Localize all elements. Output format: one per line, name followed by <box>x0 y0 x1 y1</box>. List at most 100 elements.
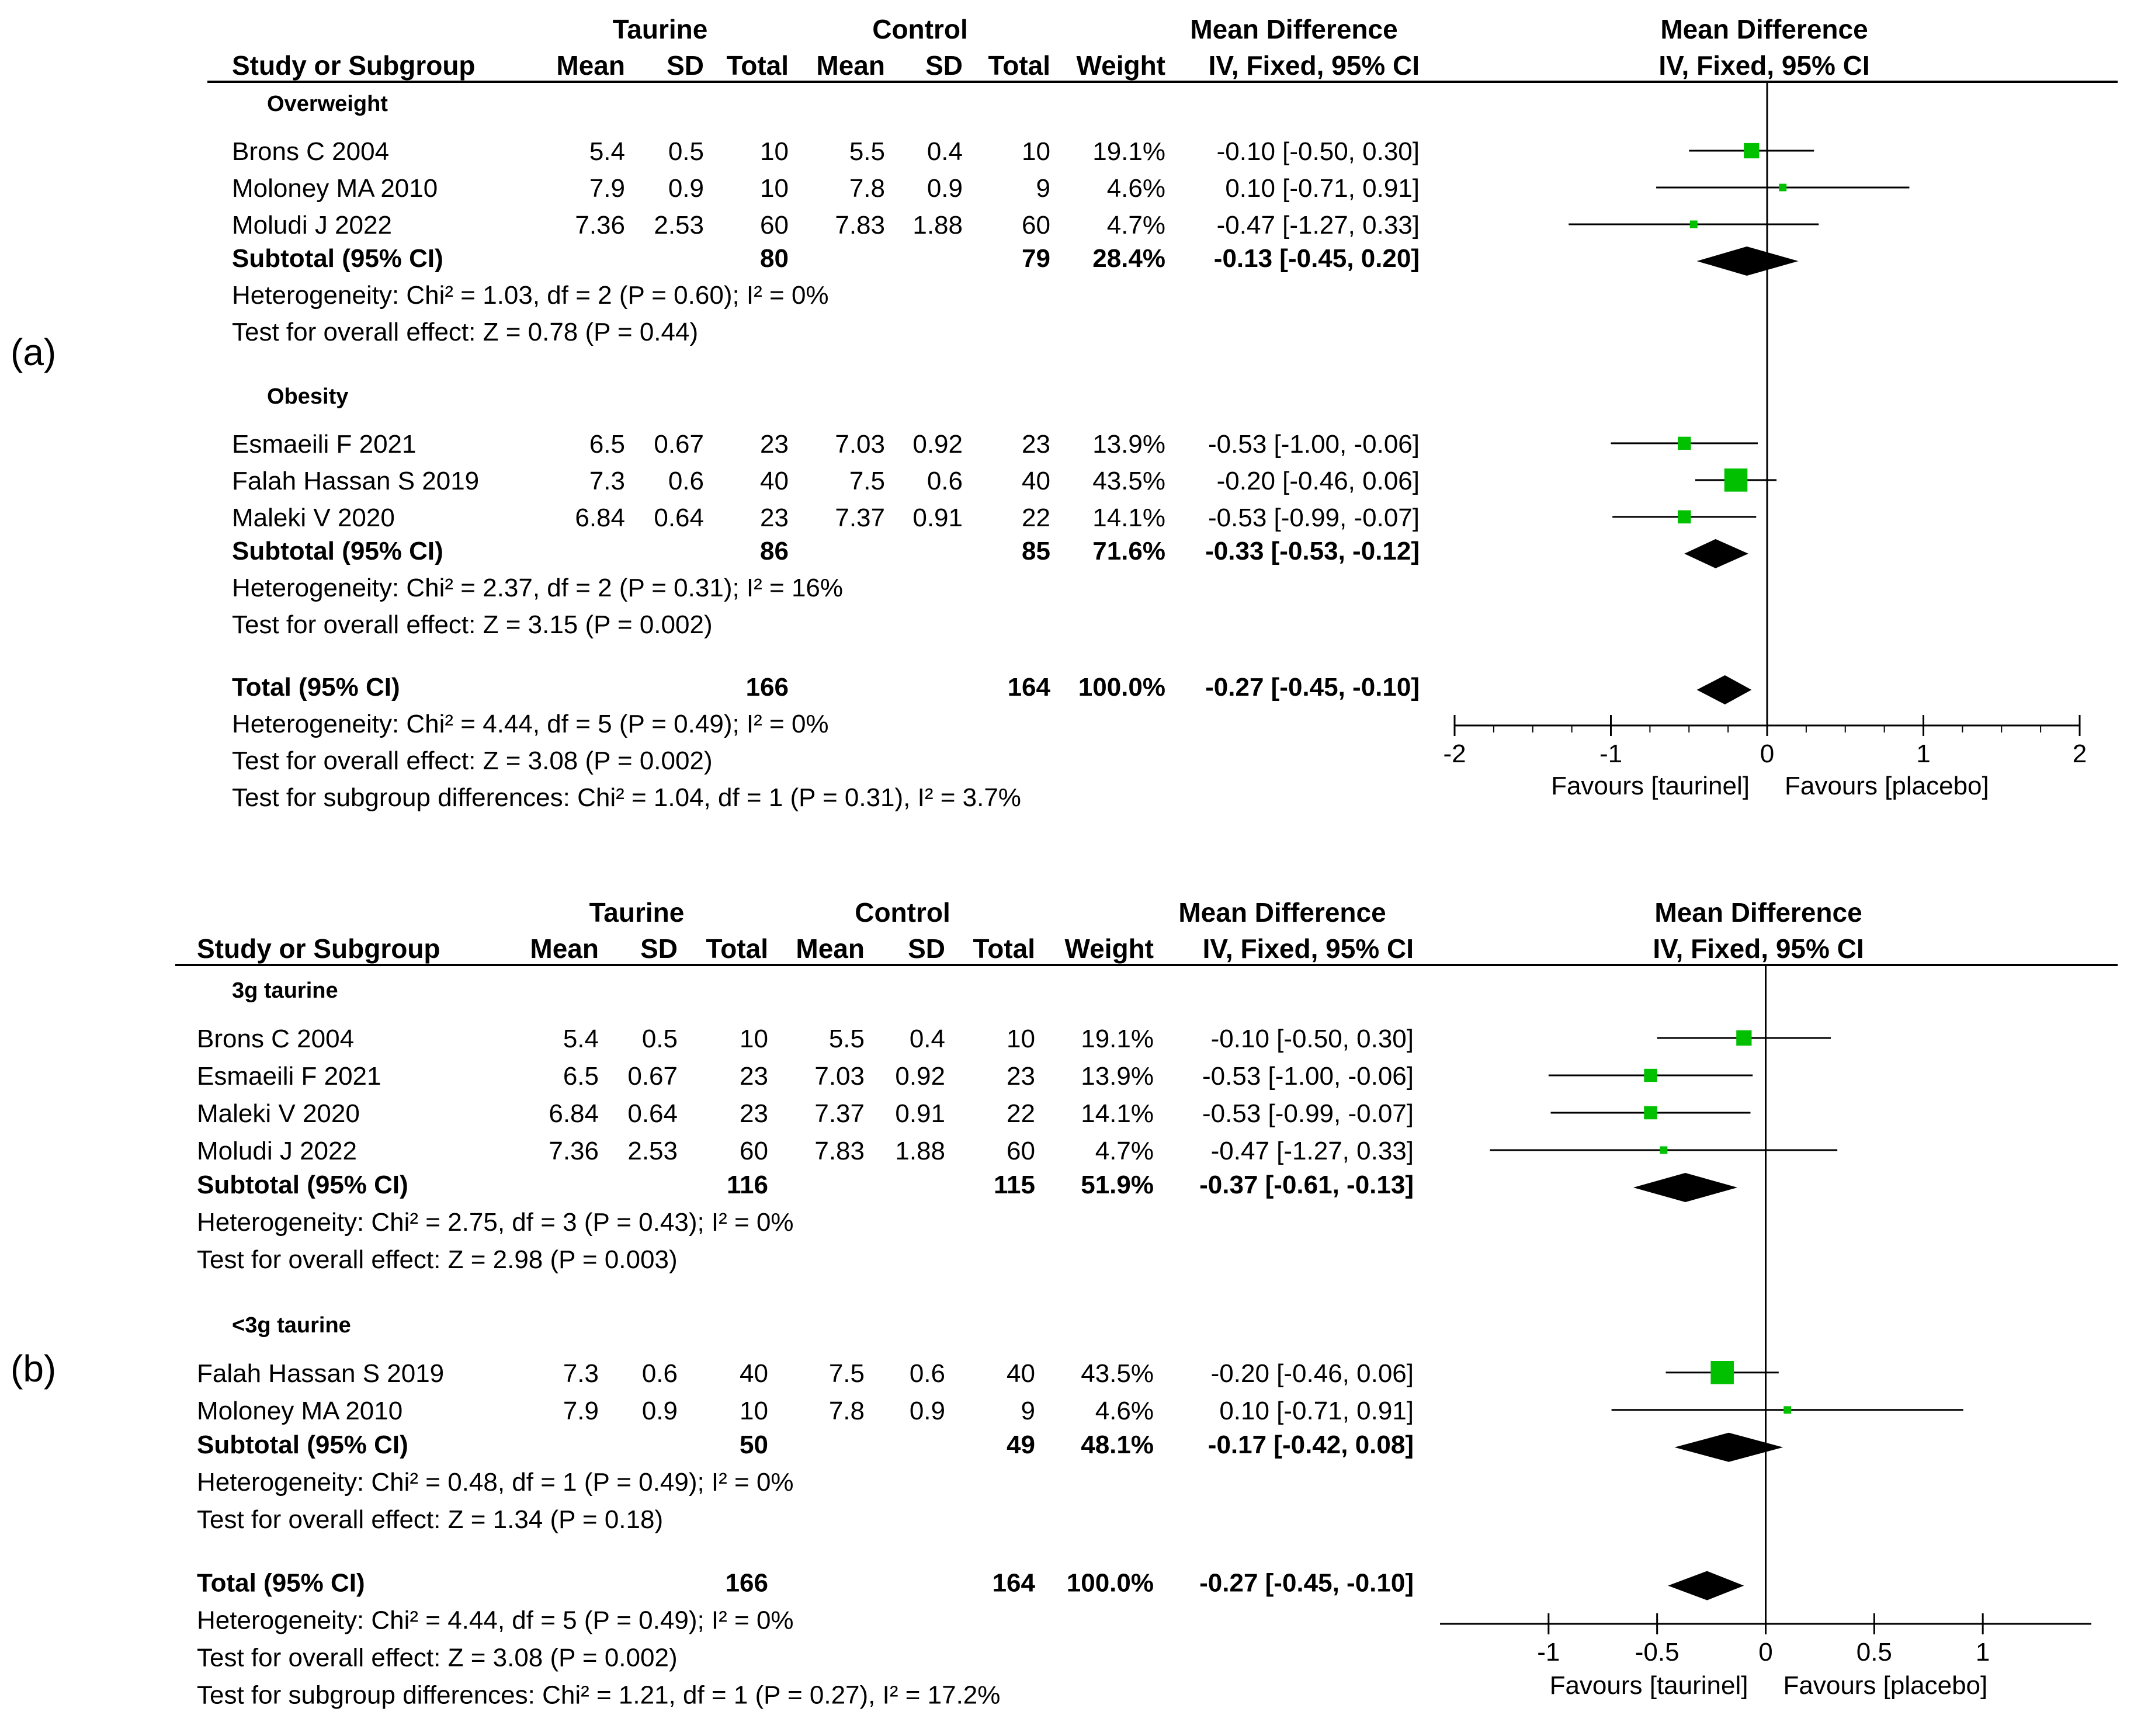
study-ctl-sd: 0.9 <box>927 174 963 203</box>
study-exp-total: 60 <box>740 1137 768 1165</box>
header-mean-difference: Mean Difference <box>1178 897 1386 928</box>
study-exp-mean: 7.3 <box>563 1359 599 1388</box>
study-ctl-sd: 1.88 <box>912 211 963 239</box>
column-header-ctl-sd: SD <box>925 50 963 81</box>
study-name: Brons C 2004 <box>232 137 389 166</box>
footer-statistic: Test for overall effect: Z = 3.08 (P = 0… <box>197 1644 678 1672</box>
x-tick-label: -1 <box>1599 739 1622 768</box>
study-weight: 13.9% <box>1092 430 1165 459</box>
study-name: Esmaeili F 2021 <box>197 1062 381 1091</box>
study-exp-mean: 5.4 <box>563 1025 599 1053</box>
study-exp-sd: 0.9 <box>642 1397 678 1425</box>
footer-statistic: Test for subgroup differences: Chi² = 1.… <box>232 783 1021 812</box>
study-name: Maleki V 2020 <box>232 504 395 532</box>
subtotal-ci: -0.17 [-0.42, 0.08] <box>1208 1431 1414 1459</box>
study-name: Maleki V 2020 <box>197 1099 360 1128</box>
pooled-diamond <box>1668 1571 1744 1600</box>
study-ci: -0.53 [-0.99, -0.07] <box>1202 1099 1414 1128</box>
pooled-diamond <box>1684 539 1748 568</box>
footer-statistic: Heterogeneity: Chi² = 4.44, df = 5 (P = … <box>197 1606 794 1635</box>
study-weight: 43.5% <box>1092 467 1165 495</box>
study-ctl-mean: 5.5 <box>829 1025 865 1053</box>
study-ci: -0.47 [-1.27, 0.33] <box>1217 211 1420 239</box>
column-header-exp-mean: Mean <box>530 933 599 964</box>
subtotal-label: Subtotal (95% CI) <box>232 537 443 565</box>
effect-marker <box>1689 220 1698 228</box>
subtotal-ctl-total: 115 <box>994 1171 1035 1199</box>
header-plot-mean-difference: Mean Difference <box>1660 14 1868 44</box>
study-exp-sd: 0.9 <box>668 174 704 203</box>
study-ctl-total: 9 <box>1021 1397 1035 1425</box>
total-ctl-total: 164 <box>993 1569 1036 1598</box>
header-taurine: Taurine <box>613 14 708 44</box>
column-header-exp-mean: Mean <box>556 50 625 81</box>
effect-marker <box>1678 436 1691 450</box>
total-ci: -0.27 [-0.45, -0.10] <box>1199 1569 1414 1598</box>
study-ctl-total: 9 <box>1036 174 1050 203</box>
column-header-exp-sd: SD <box>667 50 704 81</box>
x-tick-label: 2 <box>2073 739 2087 768</box>
effect-marker <box>1644 1068 1657 1082</box>
panel-label: (a) <box>11 331 56 373</box>
study-weight: 14.1% <box>1092 504 1165 532</box>
study-ctl-sd: 0.92 <box>895 1062 945 1091</box>
column-header-exp-total: Total <box>727 50 789 81</box>
study-exp-mean: 7.3 <box>589 467 625 495</box>
subgroup-title: 3g taurine <box>232 978 338 1003</box>
total-weight: 100.0% <box>1078 673 1165 702</box>
subtotal-ctl-total: 49 <box>1007 1431 1035 1459</box>
heterogeneity-text: Heterogeneity: Chi² = 2.75, df = 3 (P = … <box>197 1208 794 1237</box>
study-weight: 4.6% <box>1107 174 1165 203</box>
study-ctl-total: 23 <box>1007 1062 1035 1091</box>
subtotal-label: Subtotal (95% CI) <box>197 1431 408 1459</box>
study-ctl-mean: 7.03 <box>835 430 885 459</box>
subtotal-weight: 28.4% <box>1092 244 1165 273</box>
study-ctl-mean: 7.37 <box>814 1099 865 1128</box>
study-weight: 19.1% <box>1081 1025 1154 1053</box>
study-ctl-mean: 7.8 <box>829 1397 865 1425</box>
study-ci: -0.20 [-0.46, 0.06] <box>1217 467 1420 495</box>
study-exp-sd: 2.53 <box>654 211 704 239</box>
header-mean-difference: Mean Difference <box>1190 14 1397 44</box>
column-header-ci: IV, Fixed, 95% CI <box>1203 933 1414 964</box>
study-ctl-sd: 0.4 <box>927 137 963 166</box>
study-weight: 4.7% <box>1107 211 1165 239</box>
study-ci: -0.53 [-0.99, -0.07] <box>1208 504 1420 532</box>
column-header-ci: IV, Fixed, 95% CI <box>1209 50 1420 81</box>
favours-left-label: Favours [taurinel] <box>1550 1671 1748 1700</box>
column-header-exp-sd: SD <box>640 933 678 964</box>
study-ci: -0.53 [-1.00, -0.06] <box>1202 1062 1414 1091</box>
column-header-weight: Weight <box>1077 50 1165 81</box>
study-exp-total: 10 <box>740 1397 768 1425</box>
study-exp-sd: 0.64 <box>627 1099 678 1128</box>
subgroup-title: Overweight <box>267 92 388 116</box>
subtotal-exp-total: 116 <box>727 1171 768 1199</box>
study-name: Moloney MA 2010 <box>232 174 438 203</box>
x-tick-label: 0 <box>1760 739 1774 768</box>
header-taurine: Taurine <box>589 897 685 928</box>
study-exp-mean: 6.84 <box>575 504 625 532</box>
study-exp-mean: 7.9 <box>563 1397 599 1425</box>
effect-marker <box>1660 1146 1668 1154</box>
favours-right-label: Favours [placebo] <box>1783 1671 1988 1700</box>
overall-effect-text: Test for overall effect: Z = 1.34 (P = 0… <box>197 1505 663 1534</box>
heterogeneity-text: Heterogeneity: Chi² = 2.37, df = 2 (P = … <box>232 574 843 602</box>
pooled-diamond <box>1674 1432 1783 1462</box>
pooled-diamond <box>1696 246 1799 276</box>
column-header-ctl-total: Total <box>988 50 1050 81</box>
study-exp-mean: 7.9 <box>589 174 625 203</box>
subtotal-ci: -0.33 [-0.53, -0.12] <box>1205 537 1420 565</box>
x-tick-label: 0 <box>1758 1638 1772 1666</box>
study-weight: 13.9% <box>1081 1062 1154 1091</box>
study-exp-sd: 0.5 <box>642 1025 678 1053</box>
subtotal-weight: 51.9% <box>1081 1171 1154 1199</box>
total-ctl-total: 164 <box>1008 673 1051 702</box>
subtotal-ctl-total: 85 <box>1022 537 1050 565</box>
subtotal-ctl-total: 79 <box>1022 244 1050 273</box>
effect-marker <box>1724 468 1748 492</box>
study-exp-mean: 6.5 <box>589 430 625 459</box>
subgroup-title: Obesity <box>267 384 348 409</box>
study-exp-total: 23 <box>740 1062 768 1091</box>
study-name: Moloney MA 2010 <box>197 1397 402 1425</box>
